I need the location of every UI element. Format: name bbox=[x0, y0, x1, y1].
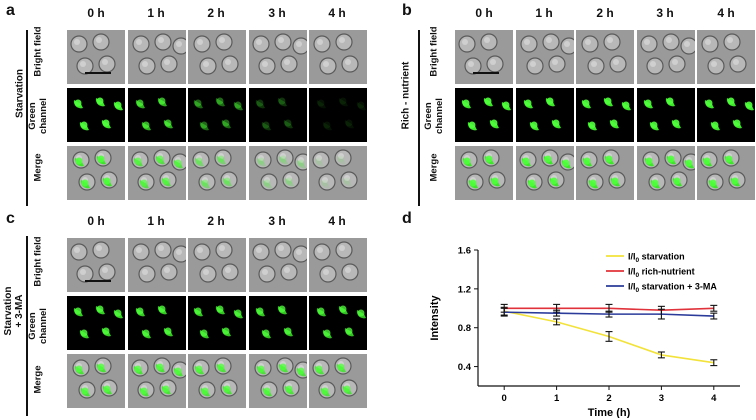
scale-bar bbox=[85, 72, 111, 74]
merge-image bbox=[309, 354, 367, 408]
row-label-bright-field: Bright field bbox=[428, 26, 440, 77]
panel-letter-a: a bbox=[6, 2, 15, 19]
bright-field-image bbox=[127, 238, 186, 292]
bright-field-image bbox=[455, 30, 513, 84]
legend-label: I/I0 rich-nutrient bbox=[628, 267, 695, 280]
merge-image bbox=[248, 146, 307, 200]
green-channel-image bbox=[127, 296, 186, 350]
time-label: 3 h bbox=[268, 6, 286, 20]
condition-label-c: Starvation + 3-MA bbox=[3, 286, 25, 336]
condition-label-a: Starvation bbox=[14, 69, 26, 118]
time-label: 1 h bbox=[147, 6, 165, 20]
bright-field-image bbox=[248, 238, 307, 292]
time-label: 3 h bbox=[656, 6, 674, 20]
time-label: 4 h bbox=[717, 6, 735, 20]
time-label: 2 h bbox=[207, 214, 225, 228]
merge-image bbox=[636, 146, 695, 200]
bright-field-image bbox=[697, 30, 755, 84]
x-tick-label: 2 bbox=[606, 393, 611, 404]
green-channel-image bbox=[576, 88, 634, 142]
bright-field-image bbox=[515, 30, 574, 84]
x-tick-label: 0 bbox=[502, 393, 507, 404]
merge-image bbox=[455, 146, 513, 200]
green-channel-image bbox=[67, 88, 125, 142]
time-label: 0 h bbox=[87, 6, 105, 20]
bright-field-image bbox=[188, 238, 246, 292]
condition-bar-c bbox=[26, 236, 28, 416]
bright-field-image bbox=[636, 30, 695, 84]
time-label: 4 h bbox=[328, 6, 346, 20]
bright-field-image bbox=[309, 30, 367, 84]
x-axis-label: Time (h) bbox=[588, 407, 631, 418]
condition-bar-a bbox=[26, 30, 28, 206]
y-tick-label: 1.2 bbox=[458, 284, 471, 295]
row-label-bright-field: Bright field bbox=[32, 236, 44, 287]
y-axis-label: Intensity bbox=[429, 295, 441, 341]
green-channel-image bbox=[188, 88, 246, 142]
intensity-line-chart: 0.4 0.8 1.2 1.6 0 1 2 3 4 Time (h) Intensity I/I0 s… bbox=[429, 246, 740, 418]
time-label: 2 h bbox=[207, 6, 225, 20]
green-channel-image bbox=[248, 88, 307, 142]
green-channel-image bbox=[515, 88, 574, 142]
x-tick-label: 1 bbox=[554, 393, 560, 404]
time-label: 4 h bbox=[328, 214, 346, 228]
time-label: 1 h bbox=[147, 214, 165, 228]
merge-image bbox=[188, 146, 246, 200]
green-channel-image bbox=[127, 88, 186, 142]
legend-label: I/I0 starvation + 3-MA bbox=[628, 282, 717, 295]
green-channel-image bbox=[67, 296, 125, 350]
y-tick-label: 0.8 bbox=[458, 323, 471, 334]
merge-image bbox=[248, 354, 307, 408]
x-tick-label: 3 bbox=[659, 393, 664, 404]
green-channel-image bbox=[455, 88, 513, 142]
row-label-merge: Merge bbox=[32, 365, 44, 394]
legend-label: I/I0 starvation bbox=[628, 252, 685, 265]
bright-field-image bbox=[188, 30, 246, 84]
green-channel-image bbox=[697, 88, 755, 142]
row-label-merge: Merge bbox=[32, 153, 44, 182]
row-label-green-channel: Green channel bbox=[27, 308, 49, 344]
time-label: 1 h bbox=[535, 6, 553, 20]
green-channel-image bbox=[188, 296, 246, 350]
green-channel-image bbox=[636, 88, 695, 142]
bright-field-image bbox=[576, 30, 634, 84]
row-label-bright-field: Bright field bbox=[32, 26, 44, 77]
time-label: 3 h bbox=[268, 214, 286, 228]
condition-bar-b bbox=[418, 30, 420, 206]
merge-image bbox=[309, 146, 367, 200]
y-tick-label: 1.6 bbox=[458, 246, 471, 257]
condition-label-b: Rich - nutrient bbox=[400, 61, 412, 130]
panel-letter-d: d bbox=[402, 210, 412, 227]
merge-image bbox=[515, 146, 574, 200]
row-label-merge: Merge bbox=[428, 153, 440, 182]
x-tick-label: 4 bbox=[711, 393, 717, 404]
bright-field-image bbox=[309, 238, 367, 292]
panel-letter-b: b bbox=[402, 2, 412, 19]
merge-image bbox=[188, 354, 246, 408]
panel-letter-c: c bbox=[6, 210, 15, 227]
y-tick-label: 0.4 bbox=[458, 362, 472, 373]
merge-image bbox=[67, 146, 125, 200]
time-label: 0 h bbox=[475, 6, 493, 20]
merge-image bbox=[67, 354, 125, 408]
bright-field-image bbox=[67, 238, 125, 292]
bright-field-image bbox=[127, 30, 186, 84]
scale-bar bbox=[473, 72, 499, 74]
time-label: 0 h bbox=[87, 214, 105, 228]
green-channel-image bbox=[248, 296, 307, 350]
merge-image bbox=[576, 146, 634, 200]
merge-image bbox=[127, 146, 186, 200]
merge-image bbox=[697, 146, 755, 200]
green-channel-image bbox=[309, 296, 367, 350]
bright-field-image bbox=[248, 30, 307, 84]
scale-bar bbox=[85, 280, 111, 282]
green-channel-image bbox=[309, 88, 367, 142]
time-label: 2 h bbox=[596, 6, 614, 20]
merge-image bbox=[127, 354, 186, 408]
bright-field-image bbox=[67, 30, 125, 84]
